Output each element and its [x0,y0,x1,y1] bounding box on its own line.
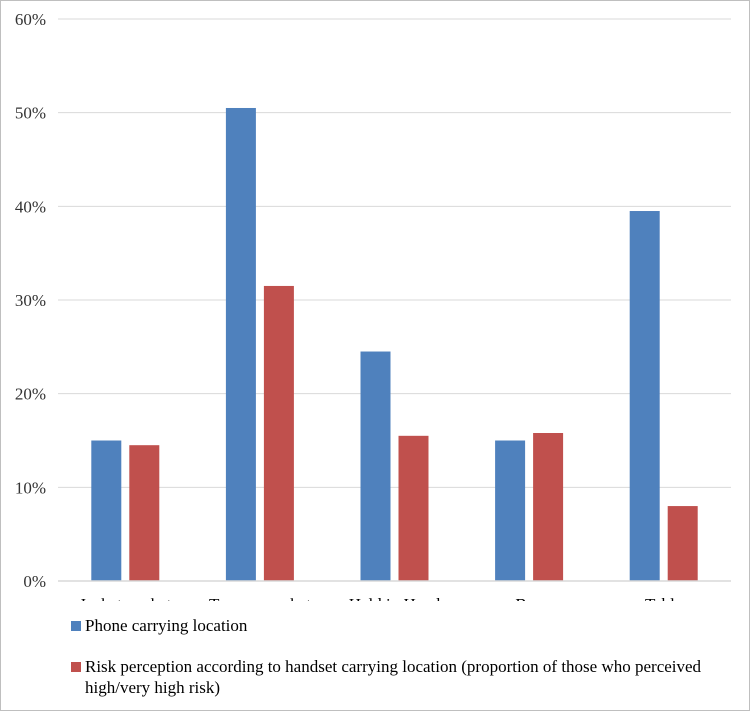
legend: Phone carrying location Risk perception … [71,615,731,698]
legend-item-risk-perception: Risk perception according to handset car… [71,656,731,698]
x-category-label: Held in Hand [349,595,441,601]
y-tick-label: 50% [15,104,46,123]
bar-risk-perception [398,435,429,581]
legend-label-risk-perception: Risk perception according to handset car… [85,657,702,697]
y-tick-label: 0% [23,572,46,591]
legend-swatch-red [71,662,81,672]
legend-item-phone-carrying: Phone carrying location [71,615,731,636]
bar-risk-perception [263,285,294,581]
y-tick-label: 20% [15,385,46,404]
bar-phone-carrying [360,351,391,581]
x-category-label: Bag [515,595,543,601]
bars [91,107,698,581]
y-tick-label: 10% [15,478,46,497]
legend-swatch-blue [71,621,81,631]
x-category-label: Trouser pocket [209,595,311,601]
bar-phone-carrying [225,107,256,581]
bar-phone-carrying [629,211,660,581]
x-category-label: Table [645,595,683,601]
bar-chart: 0% 10% 20% 30% 40% 50% 60% Jacket pocket Trouser… [15,10,731,601]
x-category-label: Jacket pocket [79,595,171,601]
legend-label-phone-carrying: Phone carrying location [85,616,248,635]
gridlines [58,18,731,488]
y-tick-label: 30% [15,291,46,310]
bar-phone-carrying [495,440,526,581]
bar-risk-perception [129,445,160,581]
bar-risk-perception [667,506,698,581]
bar-phone-carrying [91,440,122,581]
y-tick-label: 60% [15,10,46,29]
labels: 0% 10% 20% 30% 40% 50% 60% Jacket pocket Trouser… [15,10,683,601]
y-tick-label: 40% [15,197,46,216]
bar-risk-perception [533,433,564,581]
